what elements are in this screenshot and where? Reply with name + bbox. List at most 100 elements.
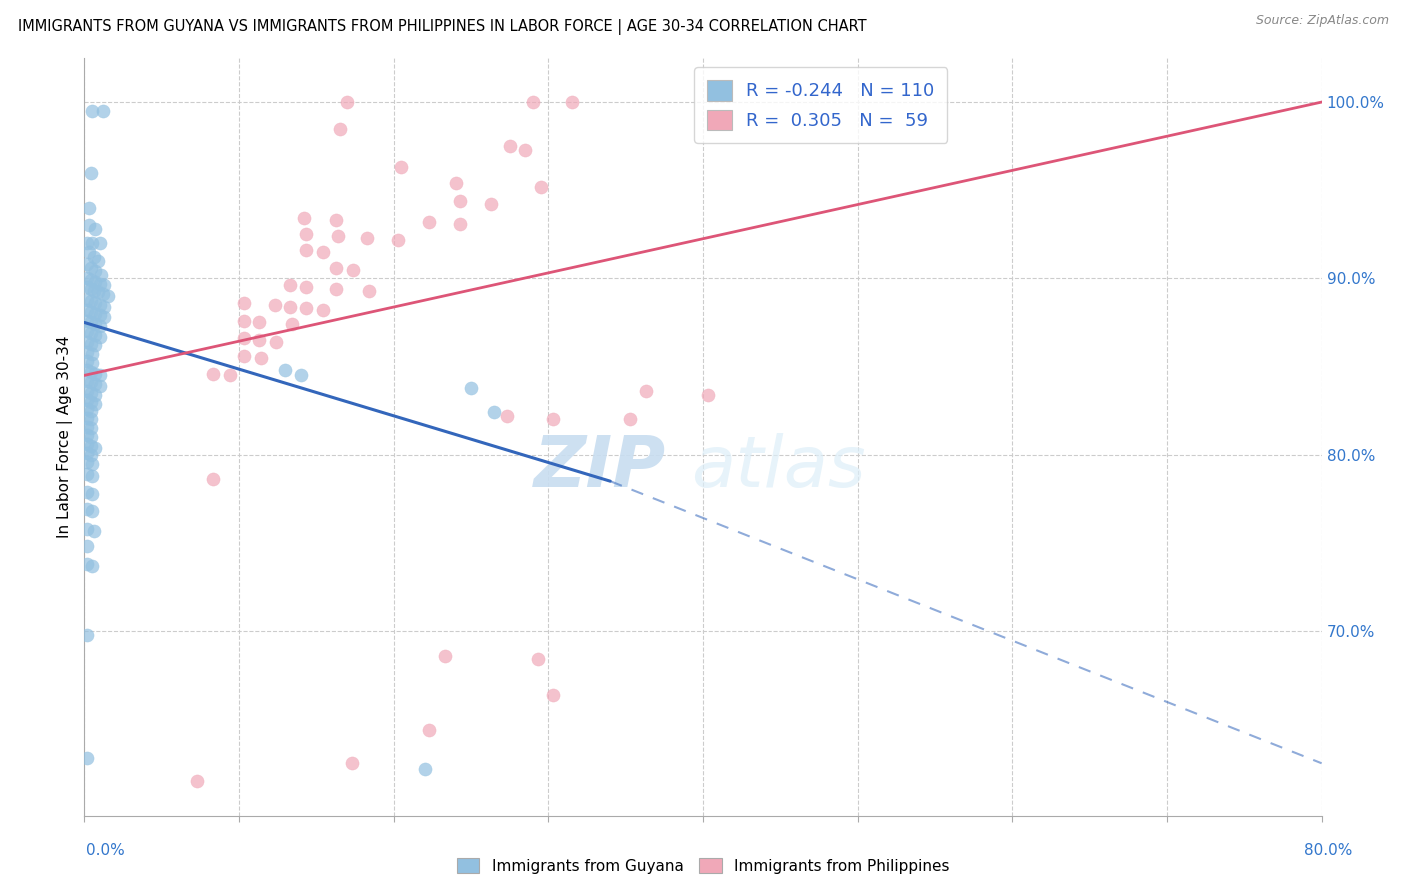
- Point: [278, 278, 301, 293]
- Point: [328, 121, 352, 136]
- Point: [263, 298, 285, 312]
- Point: [274, 363, 297, 377]
- Point: [79, 386, 101, 401]
- Point: [91, 103, 114, 118]
- Point: [89, 318, 111, 333]
- Point: [76, 324, 98, 338]
- Text: 0.0%: 0.0%: [86, 843, 125, 857]
- Point: [264, 334, 287, 349]
- Point: [79, 376, 101, 390]
- Point: [77, 244, 100, 259]
- Point: [201, 367, 224, 381]
- Point: [249, 351, 271, 365]
- Point: [433, 648, 456, 663]
- Point: [280, 317, 302, 331]
- Point: [529, 179, 551, 194]
- Point: [356, 231, 378, 245]
- Point: [89, 277, 111, 291]
- Point: [336, 95, 359, 109]
- Point: [232, 349, 254, 363]
- Point: [76, 345, 98, 359]
- Point: [294, 243, 316, 257]
- Point: [232, 296, 254, 310]
- Point: [325, 260, 347, 275]
- Point: [76, 392, 98, 407]
- Text: IMMIGRANTS FROM GUYANA VS IMMIGRANTS FROM PHILIPPINES IN LABOR FORCE | AGE 30-34: IMMIGRANTS FROM GUYANA VS IMMIGRANTS FRO…: [18, 20, 868, 35]
- Point: [79, 282, 101, 296]
- Point: [464, 862, 486, 876]
- Point: [79, 365, 101, 379]
- Point: [76, 540, 98, 554]
- Point: [499, 139, 522, 153]
- Point: [82, 356, 104, 370]
- Point: [522, 95, 544, 109]
- Point: [311, 303, 333, 318]
- Point: [76, 467, 98, 482]
- Point: [77, 201, 100, 215]
- Point: [82, 457, 104, 471]
- Point: [541, 412, 564, 426]
- Point: [449, 217, 471, 231]
- Point: [263, 878, 285, 892]
- Point: [76, 446, 98, 460]
- Point: [292, 211, 315, 226]
- Point: [326, 229, 349, 244]
- Point: [84, 296, 107, 310]
- Point: [526, 652, 548, 666]
- Point: [84, 441, 107, 455]
- Point: [479, 197, 502, 211]
- Point: [87, 285, 110, 300]
- Point: [76, 410, 98, 425]
- Point: [77, 219, 100, 233]
- Point: [82, 504, 104, 518]
- Point: [84, 264, 107, 278]
- Point: [218, 368, 240, 383]
- Point: [76, 428, 98, 442]
- Point: [90, 268, 112, 282]
- Point: [79, 336, 101, 351]
- Point: [387, 233, 409, 247]
- Point: [82, 558, 104, 573]
- Point: [186, 773, 208, 788]
- Y-axis label: In Labor Force | Age 30-34: In Labor Force | Age 30-34: [58, 335, 73, 539]
- Point: [79, 260, 101, 275]
- Point: [84, 396, 107, 410]
- Point: [342, 262, 364, 277]
- Point: [76, 522, 98, 536]
- Point: [84, 275, 107, 289]
- Point: [82, 486, 104, 500]
- Point: [76, 271, 98, 285]
- Point: [91, 287, 114, 301]
- Point: [325, 282, 347, 296]
- Point: [79, 165, 101, 179]
- Point: [232, 314, 254, 328]
- Point: [247, 316, 270, 330]
- Point: [79, 421, 101, 435]
- Point: [76, 751, 98, 765]
- Point: [444, 176, 467, 190]
- Point: [79, 294, 101, 309]
- Point: [76, 293, 98, 307]
- Point: [83, 250, 105, 264]
- Point: [79, 448, 101, 462]
- Point: [93, 278, 115, 293]
- Point: [290, 368, 312, 383]
- Point: [79, 403, 101, 417]
- Point: [76, 557, 98, 571]
- Point: [340, 756, 363, 771]
- Point: [87, 253, 110, 268]
- Point: [79, 439, 101, 453]
- Point: [76, 419, 98, 434]
- Point: [84, 377, 107, 392]
- Point: [76, 484, 98, 499]
- Point: [76, 374, 98, 388]
- Point: [93, 310, 115, 325]
- Point: [76, 314, 98, 328]
- Point: [515, 143, 537, 157]
- Point: [84, 388, 107, 402]
- Point: [76, 303, 98, 318]
- Point: [84, 317, 107, 331]
- Point: [79, 273, 101, 287]
- Point: [560, 95, 583, 109]
- Point: [76, 363, 98, 377]
